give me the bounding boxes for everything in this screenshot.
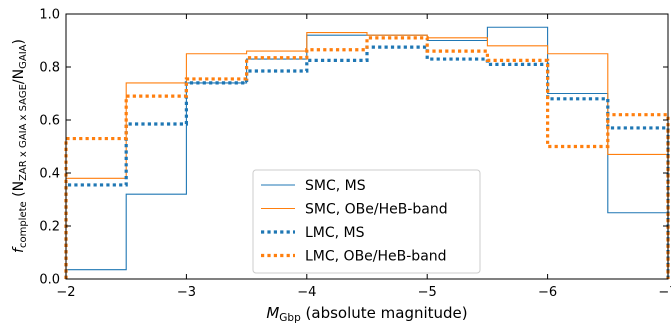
- x-tick-label: −2: [56, 285, 75, 300]
- y-tick-label: 0.6: [39, 114, 60, 129]
- legend-box: [252, 169, 481, 274]
- x-title-tail: (absolute magnitude): [301, 304, 468, 322]
- y-axis-title: fcomplete (NZAR x GAIA x SAGE/NGAIA): [11, 39, 29, 253]
- y-title-sub: complete: [18, 201, 29, 248]
- legend-label: LMC, OBe/HeB-band: [305, 249, 447, 265]
- y-tick-label: 0.8: [39, 61, 60, 76]
- y-tick-label: 1.0: [39, 8, 60, 23]
- x-title-main: M: [266, 304, 279, 322]
- series-line-2: [64, 45, 670, 279]
- plot-frame: [65, 13, 669, 280]
- legend-label: LMC, MS: [305, 225, 365, 241]
- legend-label: SMC, OBe/HeB-band: [305, 202, 448, 218]
- series-line-1: [65, 31, 669, 279]
- x-axis-title: MGbp (absolute magnitude): [266, 304, 467, 324]
- x-tick-label: −7: [658, 285, 671, 300]
- y-title-sub2: ZAR x GAIA x SAGE: [18, 84, 29, 181]
- legend: SMC, MS SMC, OBe/HeB-band LMC, MS LMC, OBe/…: [252, 169, 481, 274]
- y-tick-label: 0.2: [39, 220, 60, 235]
- x-title-sub: Gbp: [279, 312, 301, 324]
- legend-label: SMC, MS: [305, 178, 366, 194]
- ticks-layer: −2 −3 −4 −5 −6 −7 0.0 0.2 0.4 0.6 0.8 1.0: [39, 8, 671, 301]
- x-tick-label: −4: [297, 285, 316, 300]
- x-tick-label: −3: [177, 285, 196, 300]
- y-tick-label: 0.0: [39, 273, 60, 288]
- series-layer: [64, 26, 670, 279]
- y-title-slash: /N: [11, 69, 27, 84]
- y-title-main: f: [11, 246, 27, 253]
- y-title-open: (N: [11, 181, 27, 201]
- x-tick-label: −6: [538, 285, 557, 300]
- x-tick-label: −5: [418, 285, 437, 300]
- y-tick-label: 0.4: [39, 167, 60, 182]
- y-title-close: ): [11, 39, 27, 44]
- y-title-sub3: GAIA: [18, 44, 29, 69]
